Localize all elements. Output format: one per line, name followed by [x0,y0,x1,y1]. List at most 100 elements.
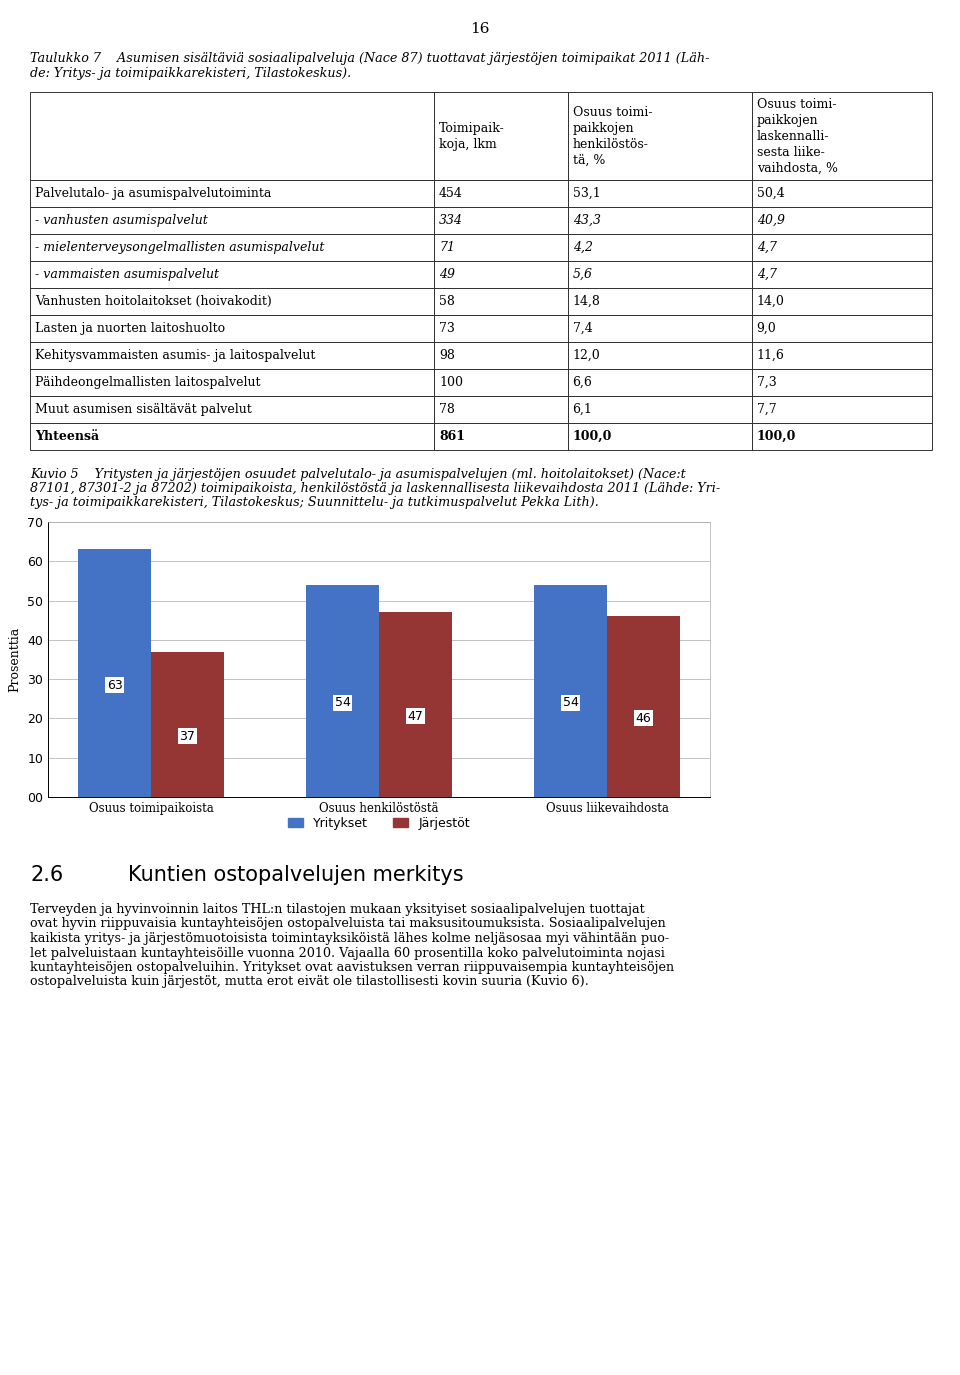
Text: 47: 47 [408,710,423,723]
Bar [567,424,752,450]
Text: Osuus toimi-
paikkojen
laskennalli-
sesta liike-
vaihdosta, %: Osuus toimi- paikkojen laskennalli- sest… [756,98,837,175]
Text: 6,6: 6,6 [572,375,592,389]
Bar [752,315,932,342]
Bar [567,396,752,423]
Bar [567,180,752,208]
Text: 54: 54 [563,696,579,710]
Bar [752,180,932,208]
Bar [30,315,434,342]
Text: de: Yritys- ja toimipaikkarekisteri, Tilastokeskus).: de: Yritys- ja toimipaikkarekisteri, Til… [30,67,351,80]
Text: - vanhusten asumispalvelut: - vanhusten asumispalvelut [35,214,207,227]
Bar [434,261,567,287]
Text: Terveyden ja hyvinvoinnin laitos THL:n tilastojen mukaan yksityiset sosiaalipalv: Terveyden ja hyvinvoinnin laitos THL:n t… [30,903,645,916]
Text: 6,1: 6,1 [572,403,592,417]
Text: 40,9: 40,9 [756,214,784,227]
Bar [434,368,567,396]
Bar [752,287,932,315]
Text: 4,7: 4,7 [756,241,777,254]
Bar [434,92,567,180]
Text: 100,0: 100,0 [756,430,796,443]
Bar [434,396,567,423]
Text: 46: 46 [636,712,651,725]
Legend: Yritykset, Järjestöt: Yritykset, Järjestöt [283,811,475,835]
Text: Yhteensä: Yhteensä [35,430,99,443]
Text: tys- ja toimipaikkarekisteri, Tilastokeskus; Suunnittelu- ja tutkimuspalvelut Pe: tys- ja toimipaikkarekisteri, Tilastokes… [30,496,599,509]
Bar [434,342,567,368]
Bar [434,234,567,261]
Text: 12,0: 12,0 [572,349,600,362]
Text: 71: 71 [439,241,455,254]
Bar [379,612,452,798]
Text: Lasten ja nuorten laitoshuolto: Lasten ja nuorten laitoshuolto [35,322,226,336]
Text: Osuus toimi-
paikkojen
henkilöstös-
tä, %: Osuus toimi- paikkojen henkilöstös- tä, … [572,106,652,166]
Text: 5,6: 5,6 [572,268,592,280]
Text: 78: 78 [439,403,455,417]
Text: 54: 54 [335,696,350,710]
Text: 16: 16 [470,22,490,36]
Text: 58: 58 [439,296,455,308]
Text: 9,0: 9,0 [756,322,777,336]
Bar [30,287,434,315]
Bar [30,92,434,180]
Text: 73: 73 [439,322,455,336]
Text: kuntayhteisöjen ostopalveluihin. Yritykset ovat aavistuksen verran riippuvaisemp: kuntayhteisöjen ostopalveluihin. Yrityks… [30,961,674,973]
Bar [534,584,607,798]
Text: - mielenterveysongelmallisten asumispalvelut: - mielenterveysongelmallisten asumispalv… [35,241,324,254]
Text: Toimipaik-
koja, lkm: Toimipaik- koja, lkm [439,121,505,150]
Bar [30,208,434,234]
Bar [30,342,434,368]
Text: let palveluistaan kuntayhteisöille vuonna 2010. Vajaalla 60 prosentilla koko pal: let palveluistaan kuntayhteisöille vuonn… [30,946,665,960]
Text: Vanhusten hoitolaitokset (hoivakodit): Vanhusten hoitolaitokset (hoivakodit) [35,296,272,308]
Bar [30,368,434,396]
Bar [567,261,752,287]
Bar [434,287,567,315]
Text: Palvelutalo- ja asumispalvelutoiminta: Palvelutalo- ja asumispalvelutoiminta [35,187,272,199]
Bar [567,342,752,368]
Text: 37: 37 [180,730,196,742]
Bar [607,616,680,798]
Bar [30,261,434,287]
Text: Muut asumisen sisältävät palvelut: Muut asumisen sisältävät palvelut [35,403,252,417]
Text: ovat hyvin riippuvaisia kuntayhteisöjen ostopalveluista tai maksusitoumuksista. : ovat hyvin riippuvaisia kuntayhteisöjen … [30,917,665,931]
Text: 50,4: 50,4 [756,187,784,199]
Text: 7,3: 7,3 [756,375,777,389]
Text: 49: 49 [439,268,455,280]
Bar [434,424,567,450]
Text: 100,0: 100,0 [572,430,612,443]
Bar [567,208,752,234]
Text: 861: 861 [439,430,465,443]
Bar [752,261,932,287]
Text: Taulukko 7    Asumisen sisältäviä sosiaalipalveluja (Nace 87) tuottavat järjestö: Taulukko 7 Asumisen sisältäviä sosiaalip… [30,52,709,65]
Text: 454: 454 [439,187,463,199]
Text: Kehitysvammaisten asumis- ja laitospalvelut: Kehitysvammaisten asumis- ja laitospalve… [35,349,316,362]
Text: 100: 100 [439,375,463,389]
Bar [567,287,752,315]
Bar [306,584,379,798]
Bar [434,180,567,208]
Bar [30,234,434,261]
Bar [567,234,752,261]
Bar [434,315,567,342]
Text: 7,7: 7,7 [756,403,777,417]
Bar [752,424,932,450]
Bar [30,396,434,423]
Bar [30,180,434,208]
Text: 4,7: 4,7 [756,268,777,280]
Text: 98: 98 [439,349,455,362]
Text: kaikista yritys- ja järjestömuotoisista toimintayksiköistä lähes kolme neljäsosa: kaikista yritys- ja järjestömuotoisista … [30,932,669,945]
Bar [752,92,932,180]
Bar [434,208,567,234]
Bar [752,342,932,368]
Bar [752,234,932,261]
Text: 11,6: 11,6 [756,349,784,362]
Text: Kuntien ostopalvelujen merkitys: Kuntien ostopalvelujen merkitys [128,865,464,886]
Text: 63: 63 [107,678,123,692]
Text: 53,1: 53,1 [572,187,600,199]
Bar [30,424,434,450]
Text: 334: 334 [439,214,463,227]
Bar [752,208,932,234]
Text: - vammaisten asumispalvelut: - vammaisten asumispalvelut [35,268,219,280]
Text: 87101, 87301-2 ja 87202) toimipaikoista, henkilöstöstä ja laskennallisesta liike: 87101, 87301-2 ja 87202) toimipaikoista,… [30,483,720,495]
Bar [151,652,224,798]
Bar [752,396,932,423]
